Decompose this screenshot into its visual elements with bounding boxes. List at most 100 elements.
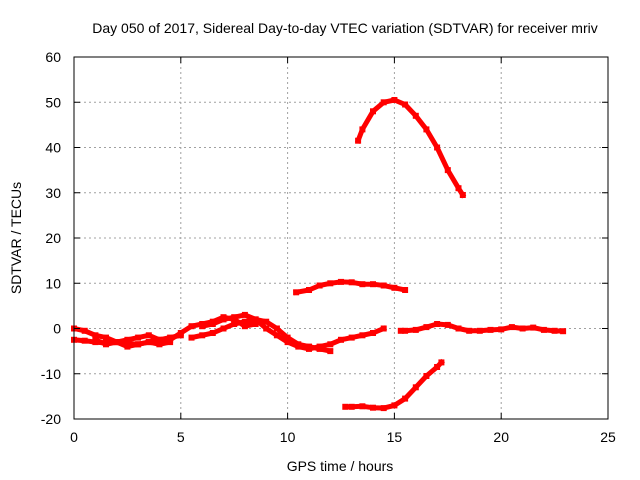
series-arc-9 [397,321,567,335]
data-point [145,332,152,339]
data-point [423,373,430,379]
series-line [199,312,387,352]
data-series [71,97,567,412]
grid-lines [74,57,608,419]
chart-title: Day 050 of 2017, Sidereal Day-to-day VTE… [92,20,597,36]
data-point [231,314,238,321]
data-point [476,327,483,334]
data-point [402,327,409,334]
data-point [444,321,451,328]
data-point [306,287,312,293]
data-point [359,281,366,288]
data-point [220,316,227,323]
data-point [359,332,366,339]
data-point [434,144,441,151]
data-point [124,343,131,350]
x-tick-label: 0 [70,429,78,445]
data-point [455,185,462,192]
y-tick-label: 20 [45,230,61,246]
data-point [92,336,99,343]
data-point [231,321,238,327]
data-point [103,341,109,348]
x-axis-label: GPS time / hours [287,458,394,474]
data-point [284,339,291,346]
y-tick-label: -10 [41,366,61,382]
data-point [316,282,323,289]
x-tick-label: 5 [177,429,185,445]
data-point [455,325,462,332]
data-point [370,281,376,288]
data-point [338,278,344,285]
y-tick-label: -20 [41,411,61,427]
data-point [156,341,163,348]
data-point [188,334,195,341]
data-point [306,345,312,352]
data-point [380,282,387,289]
data-point [487,326,494,333]
axis-ticks: 0 5 10 15 20 25 -20 -10 0 10 20 30 40 50 60 [41,49,616,445]
data-point [412,326,419,333]
data-point [295,343,302,350]
data-point [355,137,362,144]
data-point [338,336,344,343]
data-point [135,341,142,348]
data-point [423,126,430,133]
data-point [391,97,398,103]
data-point [380,325,387,332]
data-point [412,384,419,391]
series-line [342,358,445,411]
data-point [241,318,248,325]
data-point [540,326,547,333]
data-point [209,321,216,327]
data-point [135,334,142,341]
series-arc-8 [342,358,445,412]
data-point [402,287,409,293]
data-point [113,339,120,346]
data-point [402,395,409,402]
data-point [380,99,387,106]
data-point [444,167,451,174]
data-point [391,402,398,409]
data-point [466,327,473,334]
data-point [81,327,88,334]
y-tick-label: 30 [45,185,61,201]
data-point [81,337,88,344]
data-point [327,341,334,348]
data-point [293,289,300,296]
data-point [263,325,270,332]
data-point [199,332,206,339]
data-point [423,324,430,331]
y-tick-label: 50 [45,94,61,110]
data-point [530,324,537,331]
series-line [354,97,467,199]
data-point [124,340,131,347]
data-point [348,334,355,341]
data-point [273,325,280,332]
data-point [348,403,355,410]
data-point [519,325,526,332]
data-point [188,323,195,330]
data-point [92,332,99,339]
data-point [241,311,248,318]
data-point [284,334,291,341]
data-point [402,101,409,108]
data-point [273,332,280,339]
y-tick-label: 0 [53,321,61,337]
data-point [220,325,227,332]
data-point [241,323,248,330]
x-tick-label: 20 [493,429,509,445]
data-point [370,108,376,115]
data-point [103,334,109,341]
data-point [252,321,259,327]
y-tick-label: 40 [45,140,61,156]
data-point [327,280,334,287]
x-tick-label: 15 [387,429,403,445]
data-point [370,404,376,411]
data-point [380,405,387,412]
data-point [412,112,419,119]
data-point [438,359,445,366]
data-point [145,339,152,346]
data-point [263,318,270,325]
y-axis-label: SDTVAR / TECUs [8,182,24,294]
